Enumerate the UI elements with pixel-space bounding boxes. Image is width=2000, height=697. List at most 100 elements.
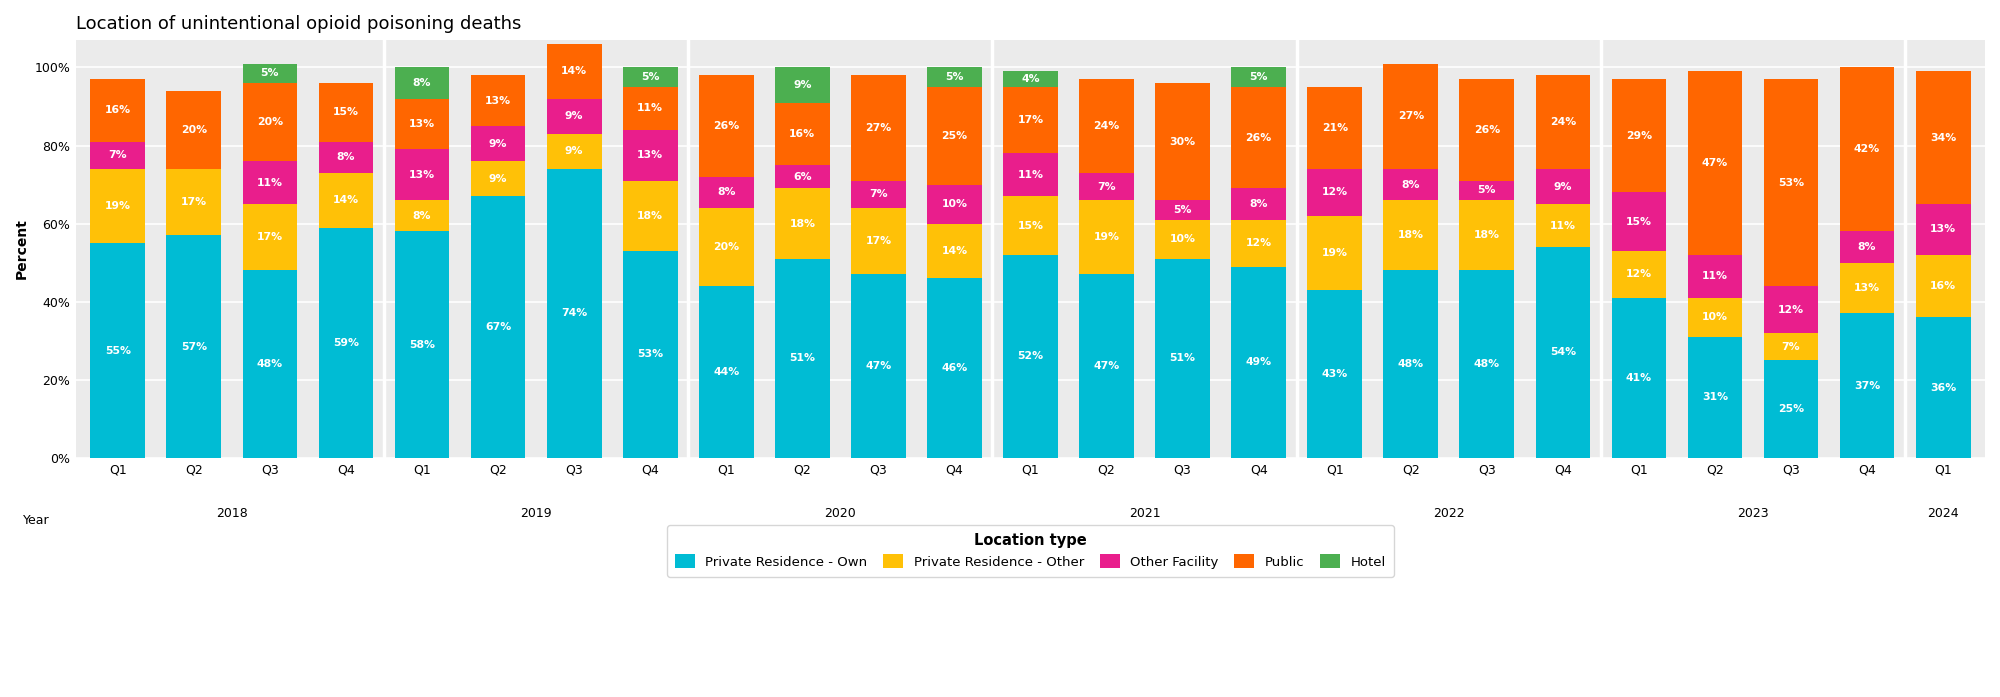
Text: 9%: 9% [564, 112, 584, 121]
Text: 8%: 8% [336, 152, 356, 162]
Bar [242, 83, 298, 161]
Text: 20%: 20% [180, 125, 206, 135]
Bar [546, 134, 602, 169]
Text: Location of unintentional opioid poisoning deaths: Location of unintentional opioid poisoni… [76, 15, 522, 33]
Text: 43%: 43% [1322, 369, 1348, 379]
Text: 42%: 42% [1854, 144, 1880, 155]
Text: 31%: 31% [1702, 392, 1728, 402]
Legend: Private Residence - Own, Private Residence - Other, Other Facility, Public, Hote: Private Residence - Own, Private Residen… [668, 525, 1394, 576]
Bar [1080, 275, 1134, 458]
Bar [1916, 204, 1970, 255]
Text: 12%: 12% [1778, 305, 1804, 314]
Text: 37%: 37% [1854, 381, 1880, 390]
Text: 11%: 11% [1702, 271, 1728, 282]
Bar [1156, 200, 1210, 220]
Bar [1384, 63, 1438, 169]
Text: 5%: 5% [1250, 72, 1268, 82]
Bar [698, 208, 754, 286]
Bar [470, 126, 526, 161]
Bar [1004, 153, 1058, 197]
Bar [1840, 314, 1894, 458]
Text: 29%: 29% [1626, 131, 1652, 141]
Bar [1536, 247, 1590, 458]
Text: 47%: 47% [1094, 361, 1120, 371]
Bar [1612, 298, 1666, 458]
Text: 52%: 52% [1018, 351, 1044, 361]
Bar [1688, 337, 1742, 458]
Text: 9%: 9% [488, 174, 508, 184]
Bar [1688, 298, 1742, 337]
Bar [1764, 360, 1818, 458]
Bar [1156, 83, 1210, 200]
Bar [852, 75, 906, 181]
Bar [928, 185, 982, 224]
Text: 57%: 57% [180, 342, 206, 351]
Bar [774, 165, 830, 188]
Text: 8%: 8% [1250, 199, 1268, 209]
Bar [1004, 87, 1058, 153]
Text: 11%: 11% [1550, 220, 1576, 231]
Bar [1460, 181, 1514, 200]
Text: 21%: 21% [1322, 123, 1348, 133]
Text: 74%: 74% [562, 309, 588, 319]
Bar [622, 87, 678, 130]
Bar [622, 130, 678, 181]
Text: 26%: 26% [1246, 132, 1272, 143]
Bar [394, 231, 450, 458]
Text: 17%: 17% [180, 197, 206, 207]
Bar [1536, 204, 1590, 247]
Bar [1232, 68, 1286, 87]
Bar [1232, 87, 1286, 188]
Text: 12%: 12% [1626, 269, 1652, 279]
Bar [1308, 290, 1362, 458]
Bar [698, 177, 754, 208]
Text: 58%: 58% [410, 339, 436, 350]
Text: 24%: 24% [1094, 121, 1120, 131]
Text: 46%: 46% [942, 363, 968, 373]
Text: 7%: 7% [1098, 181, 1116, 192]
Text: 12%: 12% [1322, 187, 1348, 197]
Bar [1612, 251, 1666, 298]
Bar [1460, 200, 1514, 270]
Bar [1764, 79, 1818, 286]
Text: 19%: 19% [1094, 232, 1120, 243]
Bar [166, 91, 222, 169]
Text: 51%: 51% [1170, 353, 1196, 363]
Bar [546, 169, 602, 458]
Text: 20%: 20% [714, 242, 740, 252]
Bar [1688, 71, 1742, 255]
Text: 53%: 53% [638, 349, 664, 360]
Bar [1080, 79, 1134, 173]
Bar [166, 236, 222, 458]
Text: 10%: 10% [1702, 312, 1728, 322]
Bar [394, 99, 450, 149]
Text: 18%: 18% [1474, 230, 1500, 240]
Text: 27%: 27% [1398, 112, 1424, 121]
Bar [1384, 270, 1438, 458]
Bar [774, 102, 830, 165]
Bar [1004, 255, 1058, 458]
Bar [1688, 255, 1742, 298]
Bar [1004, 71, 1058, 87]
Text: 5%: 5% [946, 72, 964, 82]
Text: 14%: 14% [562, 66, 588, 77]
Text: 24%: 24% [1550, 117, 1576, 127]
Text: 59%: 59% [332, 338, 358, 348]
Bar [470, 161, 526, 197]
Text: 16%: 16% [1930, 281, 1956, 291]
Text: 8%: 8% [412, 210, 432, 221]
Bar [1308, 216, 1362, 290]
Bar [546, 99, 602, 134]
Bar [928, 278, 982, 458]
Bar [1764, 286, 1818, 333]
Bar [90, 243, 146, 458]
Bar [242, 161, 298, 204]
Bar [852, 181, 906, 208]
Text: 36%: 36% [1930, 383, 1956, 392]
Bar [1840, 231, 1894, 263]
Text: 17%: 17% [1018, 115, 1044, 125]
Text: 18%: 18% [790, 219, 816, 229]
Bar [1764, 333, 1818, 360]
Bar [1080, 173, 1134, 200]
Bar [774, 188, 830, 259]
